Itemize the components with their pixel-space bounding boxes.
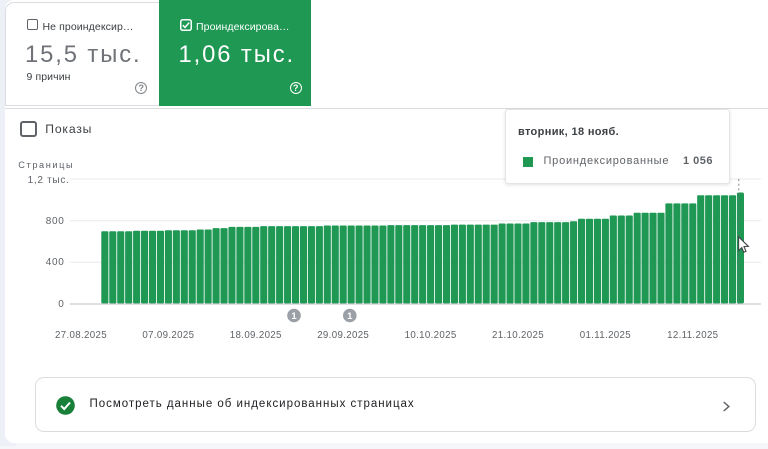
svg-text:1: 1 <box>347 311 353 322</box>
svg-text:1: 1 <box>291 311 297 322</box>
